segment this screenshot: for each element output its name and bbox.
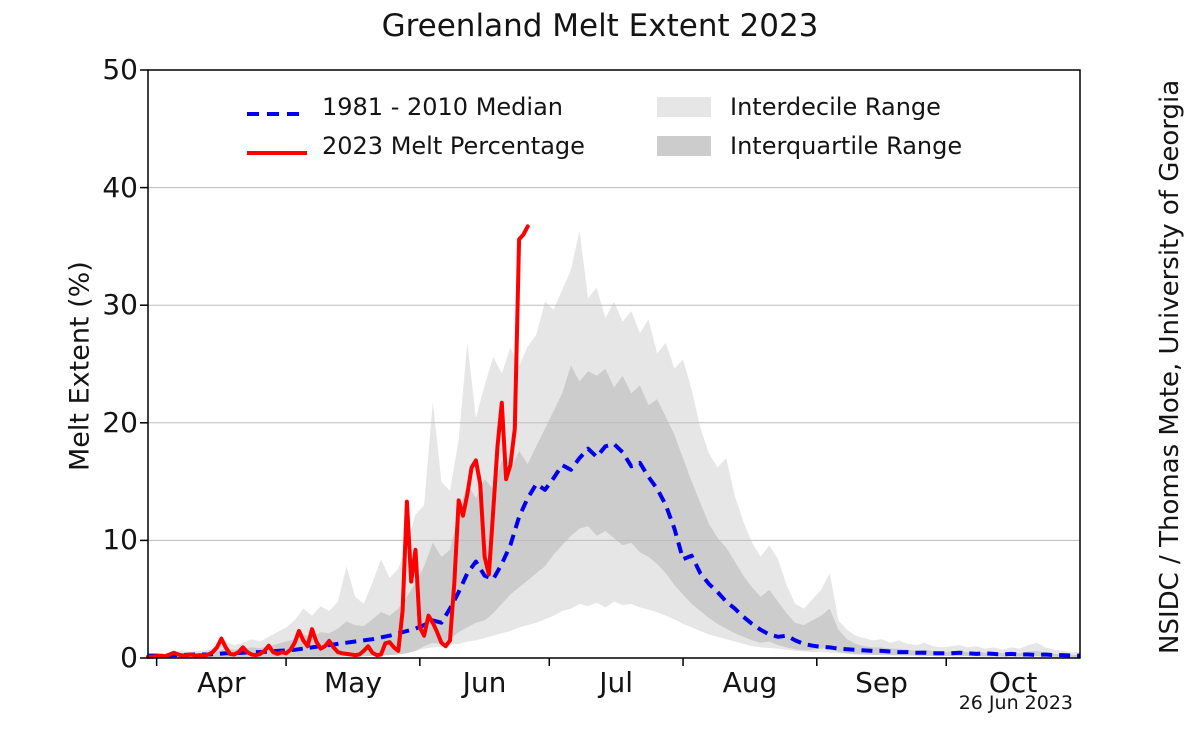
legend-swatch-interdecile <box>657 97 711 117</box>
legend-label-median: 1981 - 2010 Median <box>322 93 563 121</box>
y-tick-label: 50 <box>102 53 138 86</box>
legend-sample-2023 <box>246 142 308 161</box>
chart-title: Greenland Melt Extent 2023 <box>381 8 819 44</box>
legend-label-2023: 2023 Melt Percentage <box>322 132 585 160</box>
date-label: 26 Jun 2023 <box>958 692 1073 714</box>
plot-border <box>147 69 1081 659</box>
legend-label-interquartile: Interquartile Range <box>730 132 963 160</box>
x-tick-label: Jul <box>599 666 634 699</box>
median-line <box>148 442 1080 658</box>
x-tick-label: Oct <box>988 666 1038 699</box>
legend-label-interdecile: Interdecile Range <box>730 93 941 121</box>
y-tick-label: 10 <box>102 523 138 557</box>
y-axis-label: Melt Extent (%) <box>64 261 96 472</box>
x-tick-label: Apr <box>197 666 246 699</box>
legend-sample-median <box>246 103 308 122</box>
x-tick-label: Aug <box>722 666 778 699</box>
legend-swatch-interquartile <box>657 136 711 156</box>
y-tick-label: 20 <box>102 405 138 439</box>
y-tick-label: 0 <box>120 641 138 674</box>
y-tick-label: 30 <box>102 288 138 322</box>
x-tick-label: Sep <box>855 666 908 699</box>
interquartile-band <box>148 365 1080 658</box>
melt-2023-line <box>146 224 530 659</box>
y-tick-label: 40 <box>102 170 138 204</box>
x-tick-label: Jun <box>462 666 507 699</box>
x-tick-label: May <box>324 666 382 699</box>
credit-text: NSIDC / Thomas Mote, University of Georg… <box>1155 79 1185 654</box>
